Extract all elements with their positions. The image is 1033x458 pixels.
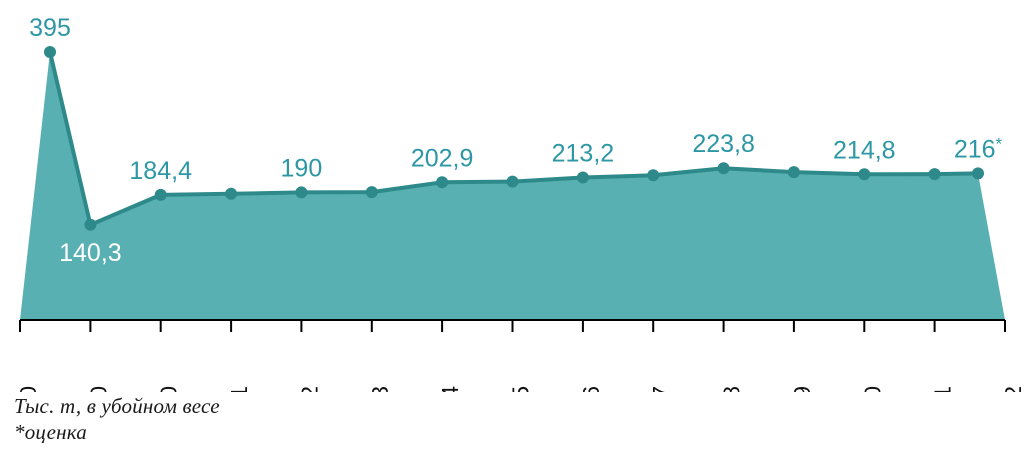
data-value-label: 190 (281, 154, 323, 182)
data-value-label: 202,9 (411, 144, 474, 172)
x-axis-tick-label: 2021 (930, 386, 956, 392)
data-value-labels: 395 140,3 184,4 190 202,9 213,2 223,8 214,8 216* (29, 14, 1002, 267)
x-axis-tick-label: 2020 (859, 386, 885, 392)
data-point-marker (225, 187, 238, 200)
data-point-markers (44, 46, 984, 231)
data-point-marker (84, 218, 97, 231)
footnote-units: Тыс. т, в убойном весе (14, 394, 220, 418)
data-value-label: 223,8 (692, 130, 755, 158)
x-axis-tick-label: 2012 (296, 386, 322, 392)
data-point-marker (154, 188, 167, 201)
x-axis-tick-label: 2011 (226, 386, 252, 392)
x-axis-tick-label: 2019 (789, 386, 815, 392)
x-axis-tick-label: 1990 (15, 386, 41, 392)
x-axis-tick-label: 2010 (156, 386, 182, 392)
data-point-marker (787, 166, 800, 179)
data-value-label: 140,3 (59, 239, 122, 267)
x-axis-tick-labels: 1990 2000 2010 2011 2012 2013 2014 2015 2016 2017… (15, 386, 1026, 392)
data-point-marker (717, 162, 730, 175)
x-axis-tick-label: 2017 (648, 386, 674, 392)
data-point-marker (506, 175, 519, 188)
x-axis-tick-label: 2015 (508, 386, 534, 392)
area-chart: 395 140,3 184,4 190 202,9 213,2 223,8 214,8 216*… (15, 14, 1026, 392)
data-value-label: 184,4 (129, 157, 192, 185)
data-point-marker (365, 186, 378, 199)
data-point-marker (972, 167, 984, 180)
data-value-label: 395 (29, 14, 71, 42)
data-point-marker (576, 171, 589, 184)
x-axis-ticks (19, 320, 1006, 332)
data-value-label: 213,2 (552, 140, 615, 168)
x-axis-tick-label: 2000 (85, 386, 111, 392)
data-point-marker (44, 46, 56, 58)
x-axis-tick-label: 2016 (578, 386, 604, 392)
data-value-label: 216* (954, 134, 1003, 163)
x-axis-tick-label: 2014 (437, 386, 463, 392)
footnote-estimate-note: *оценка (14, 420, 87, 444)
x-axis-tick-label: 2022 (1000, 386, 1026, 392)
x-axis-tick-label: 2013 (367, 386, 393, 392)
x-axis (19, 319, 1006, 332)
data-point-marker (647, 169, 660, 182)
data-point-marker (858, 168, 871, 181)
data-point-marker (295, 186, 308, 199)
data-point-marker (436, 176, 449, 189)
x-axis-tick-label: 2018 (719, 386, 745, 392)
data-value-label: 214,8 (833, 136, 896, 164)
data-point-marker (928, 168, 941, 181)
